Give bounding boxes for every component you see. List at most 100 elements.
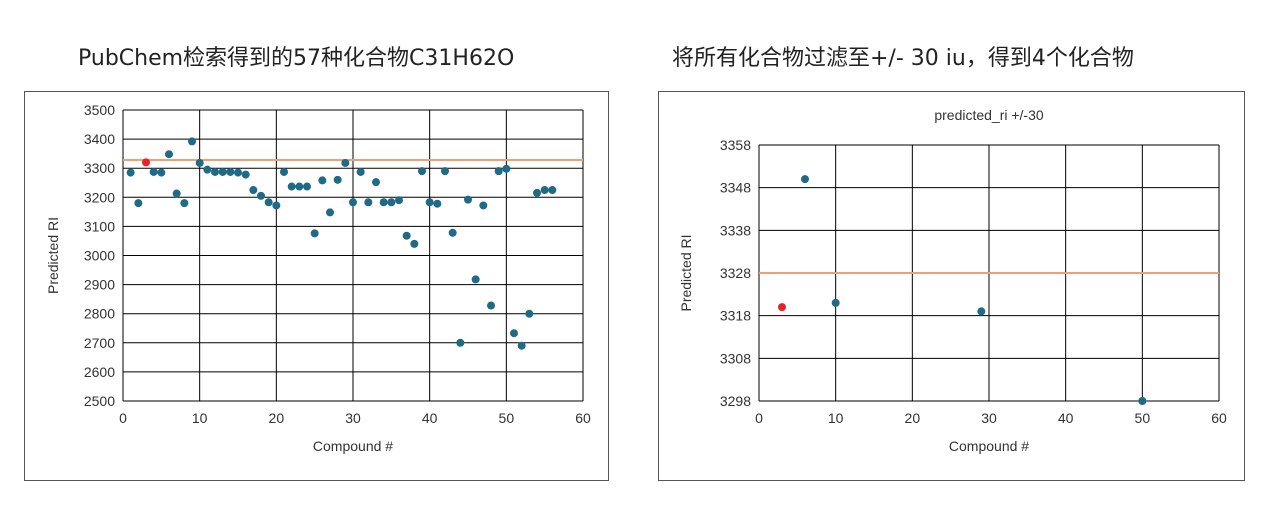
data-point bbox=[464, 195, 472, 204]
x-tick-label: 60 bbox=[575, 410, 591, 426]
y-tick-label: 3348 bbox=[720, 180, 751, 196]
data-point bbox=[831, 298, 840, 307]
data-point bbox=[295, 182, 304, 191]
data-point bbox=[540, 186, 549, 195]
data-point bbox=[280, 167, 288, 176]
y-tick-label: 3400 bbox=[84, 131, 115, 147]
data-point bbox=[303, 182, 311, 191]
data-point bbox=[157, 168, 166, 177]
data-point bbox=[395, 196, 403, 205]
data-point bbox=[349, 198, 357, 207]
data-point bbox=[418, 167, 426, 176]
y-tick-label: 3300 bbox=[84, 160, 115, 176]
y-tick-label: 3338 bbox=[720, 222, 751, 238]
data-point bbox=[364, 198, 373, 207]
y-tick-label: 3318 bbox=[720, 308, 751, 324]
y-tick-label: 3500 bbox=[84, 102, 115, 118]
y-tick-label: 3308 bbox=[720, 350, 751, 366]
data-point bbox=[310, 229, 319, 238]
data-point bbox=[356, 167, 365, 176]
scatter-chart-filtered-compounds: 0 10 20 30 40 50 60 3298 3308 3318 3328 3338 3348 335… bbox=[678, 107, 1227, 454]
highlight-point bbox=[142, 158, 150, 167]
y-tick-label: 3358 bbox=[720, 137, 751, 153]
data-point bbox=[172, 189, 181, 198]
y-axis-label: Predicted RI bbox=[45, 217, 61, 294]
data-point bbox=[326, 208, 334, 217]
data-point bbox=[234, 168, 242, 177]
data-point bbox=[487, 301, 495, 310]
data-point bbox=[241, 170, 250, 179]
data-point bbox=[134, 199, 143, 208]
data-point bbox=[333, 175, 342, 184]
data-point bbox=[425, 198, 434, 207]
left-heading: PubChem检索得到的57种化合物C31H62O bbox=[78, 46, 515, 71]
x-tick-label: 40 bbox=[1058, 410, 1074, 426]
x-tick-label: 40 bbox=[422, 410, 438, 426]
data-point bbox=[548, 186, 557, 195]
y-tick-label: 3328 bbox=[720, 265, 751, 281]
data-point bbox=[272, 201, 281, 210]
y-tick-label: 2600 bbox=[84, 364, 115, 380]
x-tick-label: 30 bbox=[981, 410, 997, 426]
data-point bbox=[441, 167, 449, 176]
x-tick-label: 50 bbox=[499, 410, 515, 426]
x-axis-label: Compound # bbox=[313, 438, 393, 454]
data-point bbox=[494, 167, 503, 176]
highlight-point bbox=[778, 303, 786, 312]
x-tick-label: 60 bbox=[1211, 410, 1227, 426]
x-tick-label: 10 bbox=[192, 410, 208, 426]
data-point bbox=[801, 175, 809, 184]
data-point bbox=[249, 186, 258, 195]
data-point bbox=[525, 309, 534, 318]
data-point bbox=[517, 341, 526, 350]
data-point bbox=[318, 176, 327, 185]
x-tick-label: 0 bbox=[119, 410, 127, 426]
x-tick-label: 20 bbox=[269, 410, 285, 426]
data-point bbox=[165, 150, 173, 159]
data-point bbox=[1138, 397, 1147, 405]
y-tick-label: 3100 bbox=[84, 218, 115, 234]
y-tick-label: 3000 bbox=[84, 248, 115, 264]
data-point bbox=[387, 198, 396, 207]
x-axis-label: Compound # bbox=[949, 438, 1029, 454]
data-point bbox=[379, 198, 388, 207]
data-point bbox=[479, 201, 488, 210]
y-tick-label: 2700 bbox=[84, 335, 115, 351]
data-point bbox=[977, 307, 986, 316]
data-point bbox=[410, 239, 419, 248]
data-point bbox=[257, 191, 265, 200]
data-point bbox=[203, 165, 212, 174]
data-point bbox=[448, 228, 457, 237]
data-point bbox=[188, 137, 196, 146]
y-axis-label: Predicted RI bbox=[678, 234, 694, 311]
data-point bbox=[218, 167, 227, 176]
x-tick-label: 0 bbox=[755, 410, 763, 426]
data-point bbox=[510, 329, 518, 338]
chart-panel-all-compounds: 0 10 20 30 40 50 60 2500 2600 2700 2800 2900 3000 310… bbox=[24, 91, 609, 481]
y-tick-label: 2900 bbox=[84, 277, 115, 293]
data-point bbox=[433, 199, 442, 208]
data-point bbox=[195, 158, 204, 167]
x-tick-label: 50 bbox=[1135, 410, 1151, 426]
y-tick-label: 2800 bbox=[84, 306, 115, 322]
data-point bbox=[264, 198, 273, 207]
data-point bbox=[456, 338, 465, 347]
data-point bbox=[126, 168, 135, 177]
data-point bbox=[287, 182, 296, 191]
y-tick-label: 3298 bbox=[720, 393, 751, 409]
data-point bbox=[149, 167, 158, 176]
data-point bbox=[372, 178, 380, 187]
y-tick-label: 2500 bbox=[84, 393, 115, 409]
data-point bbox=[471, 275, 480, 284]
data-point bbox=[341, 158, 350, 167]
x-tick-label: 30 bbox=[345, 410, 361, 426]
chart-panel-filtered-compounds: 0 10 20 30 40 50 60 3298 3308 3318 3328 3338 3348 335… bbox=[658, 91, 1245, 481]
data-point bbox=[502, 164, 511, 173]
data-point bbox=[402, 231, 411, 240]
data-point bbox=[533, 188, 541, 197]
chart-title: predicted_ri +/-30 bbox=[934, 107, 1044, 123]
data-point bbox=[226, 167, 235, 176]
data-point bbox=[211, 167, 219, 176]
data-point bbox=[180, 199, 189, 208]
x-tick-label: 10 bbox=[828, 410, 844, 426]
